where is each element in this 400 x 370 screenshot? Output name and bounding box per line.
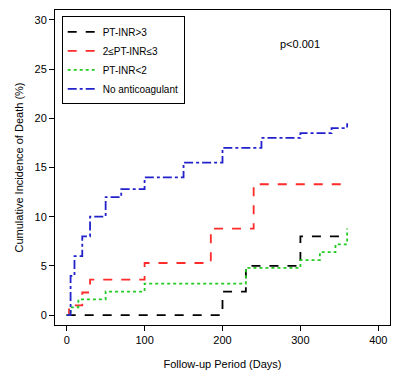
- svg-text:25: 25: [35, 63, 47, 75]
- svg-text:2≤PT-INR≤3: 2≤PT-INR≤3: [103, 46, 158, 57]
- svg-text:0: 0: [41, 309, 47, 321]
- svg-text:PT-INR<2: PT-INR<2: [103, 65, 148, 76]
- svg-text:0: 0: [64, 334, 70, 346]
- svg-text:15: 15: [35, 161, 47, 173]
- svg-text:400: 400: [369, 334, 387, 346]
- svg-text:300: 300: [291, 334, 309, 346]
- svg-text:Follow-up Period (Days): Follow-up Period (Days): [164, 358, 282, 370]
- svg-text:No anticoagulant: No anticoagulant: [103, 84, 178, 95]
- svg-text:p<0.001: p<0.001: [280, 38, 320, 50]
- svg-text:5: 5: [41, 260, 47, 272]
- svg-text:PT-INR>3: PT-INR>3: [103, 27, 148, 38]
- svg-text:100: 100: [135, 334, 153, 346]
- svg-text:200: 200: [213, 334, 231, 346]
- svg-text:Cumulative Incidence of Death: Cumulative Incidence of Death (%): [13, 83, 25, 253]
- svg-text:30: 30: [35, 14, 47, 26]
- svg-text:10: 10: [35, 211, 47, 223]
- svg-text:20: 20: [35, 112, 47, 124]
